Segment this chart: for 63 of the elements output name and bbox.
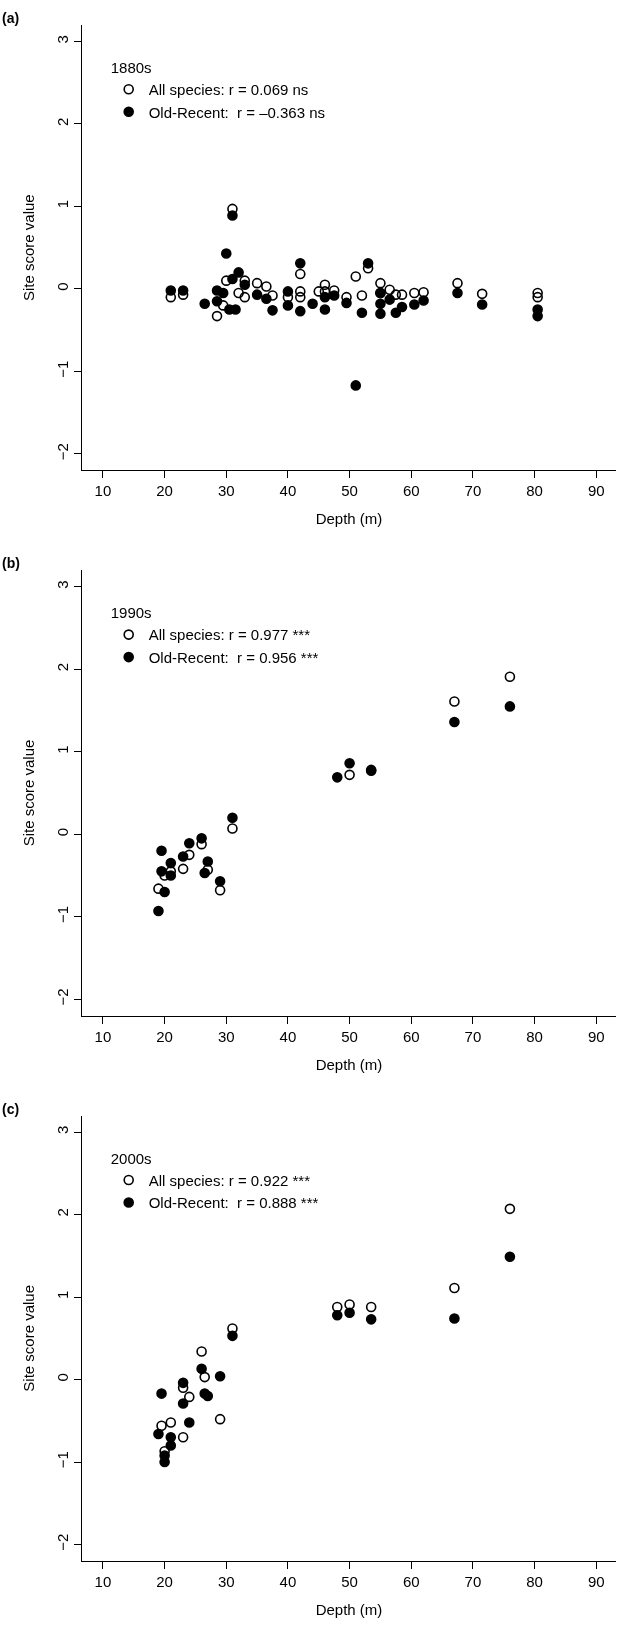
legend-label: Old-Recent: r = –0.363 ns	[148, 103, 326, 121]
legend-label: All species: r = 0.069 ns	[148, 81, 309, 99]
chart-title: (c)	[2, 1101, 20, 1117]
y-tick-label: 0	[54, 282, 71, 291]
chart-title: (b)	[2, 555, 20, 571]
legend-label: All species: r = 0.977 ***	[148, 626, 311, 644]
x-axis-title: Depth (m)	[315, 1055, 383, 1073]
x-tick-label: 80	[526, 482, 543, 500]
x-tick-label: 50	[341, 482, 358, 500]
y-axis-title: Site score value	[20, 1284, 38, 1392]
x-tick-label: 10	[94, 1573, 112, 1590]
x-tick-label: 50	[341, 1027, 358, 1045]
x-tick-label: 90	[587, 482, 605, 500]
x-tick-label: 10	[94, 1027, 112, 1045]
legend-title: 1990s	[110, 604, 152, 622]
y-tick-label: −1	[54, 360, 71, 378]
legend-label: Old-Recent: r = 0.956 ***	[148, 648, 319, 666]
y-tick-label: 0	[54, 827, 71, 837]
x-tick-label: 30	[217, 482, 235, 500]
x-tick-label: 40	[279, 1573, 297, 1590]
x-tick-label: 90	[587, 1027, 605, 1045]
y-tick-label: 1	[54, 745, 71, 754]
x-axis-title: Depth (m)	[315, 510, 383, 528]
chart-title: (a)	[2, 10, 20, 26]
x-axis-title: Depth (m)	[315, 1601, 383, 1618]
x-tick-label: 90	[587, 1573, 605, 1590]
x-tick-label: 80	[526, 1027, 543, 1045]
y-tick-label: 1	[54, 1290, 71, 1300]
x-tick-label: 60	[402, 1027, 420, 1045]
y-tick-label: −2	[54, 988, 71, 1006]
y-tick-label: 2	[54, 662, 71, 672]
legend-title: 2000s	[110, 1149, 152, 1167]
x-tick-label: 50	[341, 1573, 358, 1590]
y-tick-label: 3	[54, 580, 71, 589]
y-axis-title: Site score value	[20, 194, 38, 302]
y-tick-label: 0	[54, 1373, 71, 1382]
x-tick-label: 70	[464, 1573, 482, 1590]
y-tick-label: −1	[54, 1451, 71, 1469]
legend-label: Old-Recent: r = 0.888 ***	[148, 1194, 319, 1212]
y-tick-label: 3	[54, 1125, 71, 1135]
x-tick-label: 70	[464, 482, 482, 500]
y-tick-label: 2	[54, 117, 71, 126]
y-tick-label: −2	[54, 443, 71, 461]
x-tick-label: 30	[217, 1573, 235, 1590]
x-tick-label: 60	[402, 1573, 420, 1590]
x-tick-label: 60	[402, 482, 420, 500]
y-axis-title: Site score value	[20, 739, 38, 847]
x-tick-label: 10	[94, 482, 112, 500]
x-tick-label: 20	[156, 1027, 173, 1045]
y-tick-label: 2	[54, 1208, 71, 1217]
x-tick-label: 70	[464, 1027, 482, 1045]
x-tick-label: 40	[279, 1027, 297, 1045]
x-tick-label: 20	[156, 482, 173, 500]
x-tick-label: 80	[526, 1573, 543, 1590]
legend-label: All species: r = 0.922 ***	[148, 1171, 311, 1189]
x-tick-label: 30	[217, 1027, 235, 1045]
x-tick-label: 40	[279, 482, 297, 500]
y-tick-label: −1	[54, 905, 71, 924]
legend-title: 1880s	[110, 59, 152, 77]
y-tick-label: 3	[54, 35, 71, 44]
y-tick-label: 1	[54, 200, 71, 209]
y-tick-label: −2	[54, 1533, 71, 1551]
x-tick-label: 20	[156, 1573, 173, 1590]
